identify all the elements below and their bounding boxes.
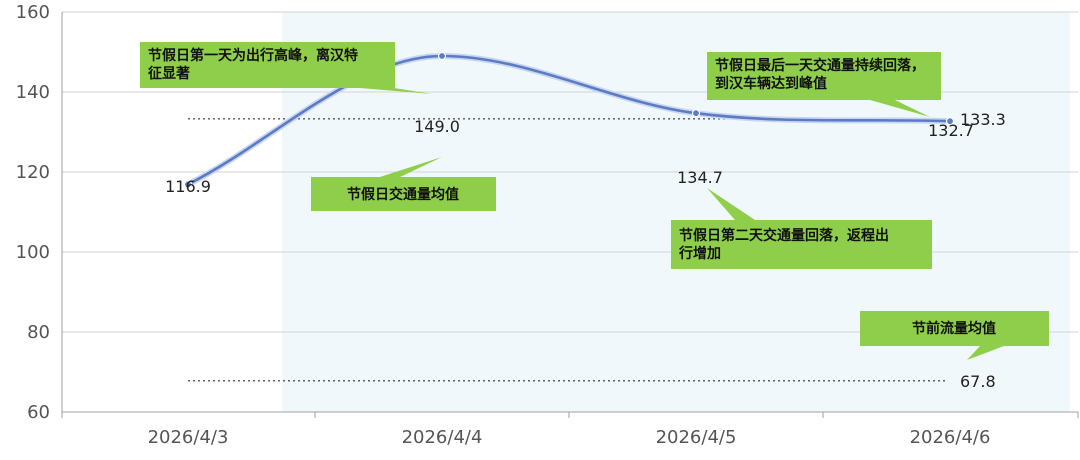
y-tick-label: 140 [16,82,50,103]
reference-line-label: 133.3 [960,110,1006,129]
reference-lines: 133.3 67.8 [188,110,1006,391]
data-point [691,109,701,118]
y-tick-label: 160 [16,2,50,23]
callout-text: 节假日第二天交通量回落，返程出 [679,227,889,244]
x-tick-label: 2026/4/5 [656,427,737,448]
x-tick-label: 2026/4/4 [402,427,483,448]
callout-text: 节假日最后一天交通量持续回落， [715,57,925,74]
callout-box [140,42,395,88]
x-tick-label: 2026/4/6 [910,427,991,448]
callout-box [671,220,932,269]
reference-line-label: 67.8 [960,372,996,391]
data-label: 132.7 [928,121,974,140]
callout-text: 节前流量均值 [912,320,996,337]
axes: 60 80 100 120 140 160 2026/4/3 2026/4/4 2026/4/5… [16,2,1079,448]
y-tick-label: 120 [16,162,50,183]
annotation-callouts: 节假日第一天为出行高峰，离汉特征显著节假日交通量均值节假日第二天交通量回落，返程… [140,42,1049,360]
callout-box [311,177,496,211]
callout-text: 节假日第一天为出行高峰，离汉特 [148,47,358,64]
callout-pointer [360,88,432,94]
annotation-callout: 节前流量均值 [860,311,1049,360]
callout-text: 节假日交通量均值 [347,186,459,203]
data-label: 149.0 [414,117,460,136]
annotation-callout: 节假日最后一天交通量持续回落，到汉车辆达到峰值 [707,52,941,117]
series-line [186,54,952,186]
data-point [437,51,447,61]
x-tick-label: 2026/4/3 [148,427,229,448]
y-tick-label: 80 [27,322,50,343]
callout-text: 征显著 [148,65,190,82]
series-group [183,51,955,189]
data-label: 134.7 [677,168,723,187]
holiday-shaded-region [282,12,1070,412]
callout-box [707,52,941,100]
data-point [945,117,955,126]
callout-box [860,311,1049,346]
callout-pointer [870,100,930,117]
annotation-callout: 节假日交通量均值 [311,157,496,211]
y-tick-label: 60 [27,402,50,423]
callout-text: 到汉车辆达到峰值 [715,75,827,92]
callout-pointer [380,157,442,177]
data-label: 116.9 [165,177,211,196]
callout-pointer [707,188,755,220]
data-point [183,180,193,189]
y-tick-label: 100 [16,242,50,263]
callout-pointer [967,346,1004,360]
callout-text: 行增加 [678,245,721,262]
data-labels: 116.9 149.0 134.7 132.7 [165,117,974,196]
